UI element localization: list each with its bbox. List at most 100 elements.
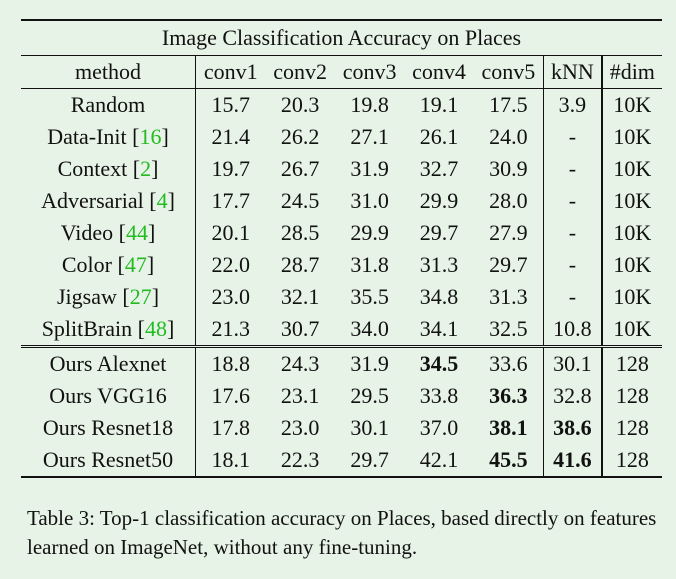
dim-cell: 128 [600,444,662,478]
conv2-cell: 28.7 [280,252,320,277]
table-caption: Table 3: Top-1 classification accuracy o… [27,506,657,559]
conv2-cell: 30.7 [280,316,320,341]
citation-link[interactable]: 4 [156,188,168,213]
table-header-row: method conv1 conv2 conv3 conv4 conv5 kNN… [21,55,662,89]
conv5-cell: 45.5 [473,444,544,478]
conv3-cell: 35.5 [350,284,389,309]
conv5-cell: 17.5 [489,92,528,117]
method-cell: Data-Init [16] [21,121,196,153]
conv2-cell: 24.5 [280,188,320,213]
citation-bracket: [ [118,220,126,245]
dim-cell: 10K [600,121,662,153]
citation-link[interactable]: 47 [124,252,147,277]
header-conv4: conv4 [404,55,474,89]
method-cell: Ours VGG16 [21,380,196,412]
conv3-cell: 19.8 [350,92,389,117]
knn-cell: - [543,185,602,217]
method-name: Ours Resnet18 [42,415,174,440]
method-cell: Context [2] [21,153,196,185]
header-conv5: conv5 [473,55,544,89]
knn-cell: - [543,153,602,185]
dim-cell: 10K [600,153,662,185]
method-name: Data-Init [47,124,133,149]
citation-link[interactable]: 2 [140,156,152,181]
conv2-cell: 20.3 [280,92,320,117]
method-name: Video [60,220,119,245]
method-cell: SplitBrain [48] [21,313,196,347]
conv3-cell: 34.0 [350,316,389,341]
conv2-cell: 23.0 [280,415,320,440]
table-row: Ours Alexnet 18.8 24.3 31.9 34.5 33.6 30.1 128 [21,345,662,380]
conv2-cell: 22.3 [265,444,335,478]
knn-cell: 32.8 [543,380,602,412]
table-body: Random 15.7 20.3 19.8 19.1 17.5 3.9 10K Data-Ini… [21,88,662,478]
conv3-cell: 29.5 [350,383,389,408]
knn-cell: 3.9 [543,88,602,121]
conv5-cell: 27.9 [489,220,528,245]
table-row: Data-Init [16] 21.4 26.2 27.1 26.1 24.0-10K [21,121,662,153]
conv3-cell: 31.0 [350,188,389,213]
conv4-cell: 29.7 [419,220,459,245]
knn-cell: - [543,281,602,313]
conv4-cell: 31.3 [419,252,459,277]
conv4-cell: 37.0 [419,415,459,440]
conv1-cell: 15.7 [195,88,266,121]
citation-bracket: [ [122,284,130,309]
conv4-cell: 19.1 [419,92,459,117]
method-name: Context [57,156,133,181]
citation-link[interactable]: 48 [144,316,167,341]
conv2-cell: 23.1 [280,383,320,408]
conv4-cell: 26.1 [419,124,459,149]
header-knn: kNN [543,55,602,89]
conv2-cell: 24.3 [265,345,335,380]
table-row: Jigsaw [27] 23.0 32.1 35.5 34.8 31.3-10K [21,281,662,313]
dim-cell: 10K [600,88,662,121]
conv1-cell: 23.0 [195,281,266,313]
conv1-cell: 19.7 [195,153,266,185]
conv5-cell: 31.3 [489,284,528,309]
table-row: Ours Resnet50 18.1 22.3 29.7 42.1 45.5 41.6 128 [21,444,662,478]
method-cell: Video [44] [21,217,196,249]
knn-cell: 41.6 [543,444,602,478]
method-name: Adversarial [41,188,150,213]
conv2-cell: 26.7 [280,156,320,181]
citation-link[interactable]: 44 [125,220,148,245]
dim-cell: 128 [600,345,662,380]
conv5-cell: 38.1 [489,415,528,440]
method-cell: Random [21,89,196,122]
citation-bracket: ] [147,220,156,245]
citation-link[interactable]: 27 [129,284,152,309]
conv3-cell: 31.9 [350,156,389,181]
citation-link[interactable]: 16 [139,124,162,149]
conv1-cell: 17.7 [195,185,266,217]
conv1-cell: 17.6 [195,380,266,412]
method-cell: Jigsaw [27] [21,281,196,313]
conv1-cell: 18.1 [195,444,266,478]
conv3-cell: 29.7 [334,444,405,478]
conv4-cell: 34.8 [419,284,459,309]
conv4-cell: 34.1 [419,316,459,341]
knn-cell: 10.8 [543,313,602,347]
citation-bracket: ] [151,156,159,181]
conv5-cell: 36.3 [489,383,528,408]
table-row: Random 15.7 20.3 19.8 19.1 17.5 3.9 10K [21,88,662,122]
conv5-cell: 29.7 [489,252,528,277]
conv3-cell: 29.9 [350,220,389,245]
table-title-row: Image Classification Accuracy on Places [21,19,662,56]
conv1-cell: 21.3 [195,313,266,347]
table-row: SplitBrain [48] 21.3 30.7 34.0 34.1 32.5 10.8 1… [21,313,662,347]
dim-cell: 10K [600,217,662,249]
dim-cell: 10K [600,281,662,313]
conv1-cell: 17.8 [195,412,266,444]
citation-bracket: ] [166,316,175,341]
header-conv1: conv1 [195,55,266,89]
dim-cell: 10K [600,185,662,217]
citation-bracket: [ [132,124,140,149]
table-row: Video [44] 20.1 28.5 29.9 29.7 27.9-10K [21,217,662,249]
header-method: method [21,55,196,89]
citation-bracket: [ [132,156,141,181]
citation-bracket: [ [117,252,125,277]
citation-bracket: ] [146,252,155,277]
header-dim: #dim [600,55,662,89]
conv1-cell: 20.1 [195,217,266,249]
